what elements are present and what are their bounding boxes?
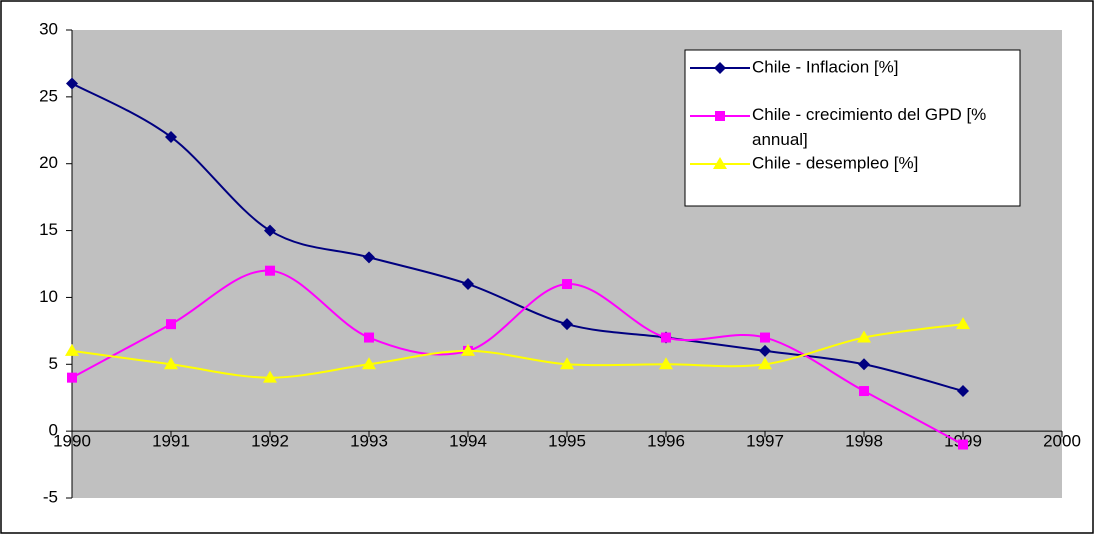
- legend-box: [684, 49, 1021, 207]
- marker-square: [760, 332, 770, 343]
- series-line: [71, 323, 964, 379]
- marker-square: [661, 332, 671, 343]
- series-line: [71, 82, 964, 392]
- marker-triangle: [263, 370, 277, 383]
- marker-square: [364, 332, 374, 343]
- marker-square: [859, 386, 869, 397]
- marker-square: [562, 279, 572, 290]
- y-tick-label: 15: [39, 220, 58, 239]
- legend-label: Chile - Inflacion [%]: [752, 57, 898, 76]
- legend: Chile - Inflacion [%] Chile - crecimiento…: [684, 49, 1021, 207]
- marker-diamond: [714, 62, 726, 74]
- marker-triangle: [758, 357, 772, 370]
- y-tick-label: 25: [39, 86, 58, 105]
- x-tick-label: 1992: [251, 432, 289, 451]
- marker-diamond: [957, 385, 969, 398]
- x-tick-label: 1997: [746, 432, 784, 451]
- marker-diamond: [759, 344, 771, 357]
- marker-triangle: [461, 343, 475, 356]
- marker-diamond: [462, 278, 474, 291]
- x-tick-label: 1991: [152, 432, 190, 451]
- marker-diamond: [363, 251, 375, 264]
- legend-label-line: annual]: [752, 130, 808, 149]
- marker-diamond: [66, 77, 78, 90]
- y-tick-label: 20: [39, 153, 58, 172]
- marker-diamond: [264, 224, 276, 237]
- marker-triangle: [713, 157, 727, 169]
- legend-label: Chile - desempleo [%]: [752, 153, 918, 172]
- marker-triangle: [956, 317, 970, 330]
- x-tick-label: 1994: [449, 432, 487, 451]
- x-tick-label: 1998: [845, 432, 883, 451]
- marker-triangle: [164, 357, 178, 370]
- marker-triangle: [560, 357, 574, 370]
- marker-triangle: [659, 357, 673, 370]
- y-tick-label: 0: [49, 421, 58, 440]
- series-line: [71, 269, 964, 446]
- marker-triangle: [857, 330, 871, 343]
- x-tick-label: 1995: [548, 432, 586, 451]
- y-tick-label: 10: [39, 287, 58, 306]
- marker-square: [958, 439, 968, 450]
- y-tick-label: 5: [49, 354, 58, 373]
- y-tick-label: 30: [39, 19, 58, 38]
- legend-label-line: Chile - crecimiento del GPD [%: [752, 105, 986, 124]
- marker-diamond: [858, 358, 870, 371]
- marker-square: [67, 372, 77, 383]
- x-tick-label: 1993: [350, 432, 388, 451]
- marker-triangle: [362, 357, 376, 370]
- marker-diamond: [165, 130, 177, 143]
- legend-label: Chile - crecimiento del GPD [% annual]: [752, 105, 986, 149]
- marker-square: [715, 111, 725, 121]
- marker-square: [265, 265, 275, 276]
- x-tick-label: 1990: [53, 432, 91, 451]
- y-tick-label: -5: [43, 487, 58, 506]
- marker-diamond: [561, 318, 573, 331]
- x-tick-label: 2000: [1043, 432, 1081, 451]
- marker-triangle: [65, 343, 79, 356]
- marker-square: [166, 319, 176, 330]
- x-tick-label: 1996: [647, 432, 685, 451]
